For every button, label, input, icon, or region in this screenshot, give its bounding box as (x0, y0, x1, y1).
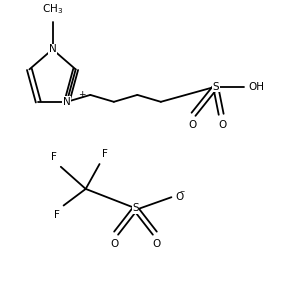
Text: O: O (188, 120, 196, 130)
Text: F: F (54, 210, 60, 220)
Text: OH: OH (248, 82, 264, 92)
Text: O: O (219, 120, 227, 130)
Text: S: S (212, 82, 219, 92)
Text: N: N (63, 97, 71, 107)
Text: O: O (152, 239, 160, 249)
Text: CH$_3$: CH$_3$ (42, 2, 63, 16)
Text: F: F (102, 149, 108, 159)
Text: +: + (78, 91, 86, 99)
Text: N: N (49, 44, 56, 54)
Text: $^-$: $^-$ (178, 188, 186, 197)
Text: S: S (132, 203, 139, 213)
Text: O: O (111, 239, 119, 249)
Text: O: O (175, 192, 184, 202)
Text: F: F (51, 152, 57, 162)
